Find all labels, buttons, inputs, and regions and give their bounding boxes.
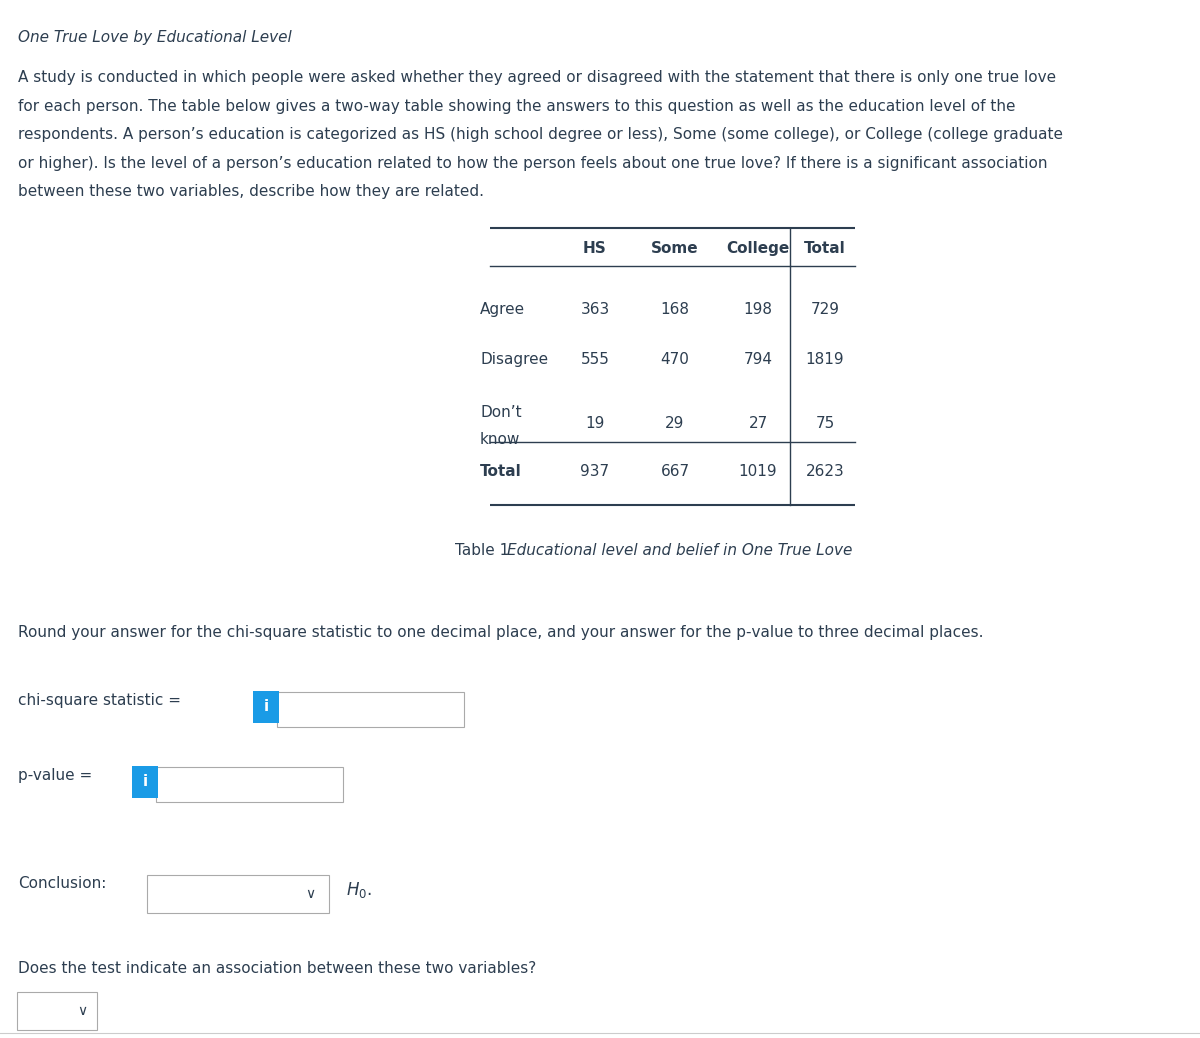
Text: College: College [726, 241, 790, 256]
Text: ∨: ∨ [305, 887, 316, 901]
Text: chi-square statistic =: chi-square statistic = [18, 693, 186, 708]
Text: 198: 198 [744, 302, 773, 317]
Text: Don’t: Don’t [480, 405, 522, 420]
Text: 29: 29 [665, 416, 685, 431]
Text: Disagree: Disagree [480, 352, 548, 367]
Text: 794: 794 [744, 352, 773, 367]
FancyBboxPatch shape [17, 992, 97, 1030]
Text: 937: 937 [581, 464, 610, 479]
Text: 729: 729 [810, 302, 840, 317]
Text: Some: Some [652, 241, 698, 256]
Text: 363: 363 [581, 302, 610, 317]
Text: Total: Total [480, 464, 522, 479]
Text: 168: 168 [660, 302, 690, 317]
Text: i: i [264, 700, 269, 714]
Text: p-value =: p-value = [18, 768, 97, 783]
Text: i: i [143, 774, 148, 790]
FancyBboxPatch shape [148, 875, 329, 913]
Text: ∨: ∨ [77, 1004, 88, 1018]
Text: 667: 667 [660, 464, 690, 479]
Text: respondents. A person’s education is categorized as HS (high school degree or le: respondents. A person’s education is cat… [18, 127, 1063, 142]
Text: 555: 555 [581, 352, 610, 367]
Text: or higher). Is the level of a person’s education related to how the person feels: or higher). Is the level of a person’s e… [18, 156, 1048, 170]
Text: 75: 75 [815, 416, 835, 431]
Text: $H_0$.: $H_0$. [346, 880, 372, 900]
Text: Educational level and belief in One True Love: Educational level and belief in One True… [508, 543, 852, 558]
FancyBboxPatch shape [132, 766, 158, 798]
Text: Round your answer for the chi-square statistic to one decimal place, and your an: Round your answer for the chi-square sta… [18, 625, 984, 640]
Text: 470: 470 [660, 352, 690, 367]
Text: HS: HS [583, 241, 607, 256]
Text: Total: Total [804, 241, 846, 256]
Text: Does the test indicate an association between these two variables?: Does the test indicate an association be… [18, 961, 536, 976]
Text: 1819: 1819 [805, 352, 845, 367]
Text: 1019: 1019 [739, 464, 778, 479]
Text: One True Love by Educational Level: One True Love by Educational Level [18, 30, 292, 45]
Text: 2623: 2623 [805, 464, 845, 479]
FancyBboxPatch shape [277, 692, 464, 727]
Text: between these two variables, describe how they are related.: between these two variables, describe ho… [18, 184, 484, 199]
Text: 19: 19 [586, 416, 605, 431]
FancyBboxPatch shape [253, 691, 278, 723]
Text: A study is conducted in which people were asked whether they agreed or disagreed: A study is conducted in which people wer… [18, 70, 1056, 85]
Text: for each person. The table below gives a two-way table showing the answers to th: for each person. The table below gives a… [18, 99, 1015, 113]
Text: know: know [480, 432, 521, 447]
Text: Agree: Agree [480, 302, 526, 317]
Text: 27: 27 [749, 416, 768, 431]
Text: Conclusion:: Conclusion: [18, 876, 107, 891]
Text: Table 1: Table 1 [455, 543, 514, 558]
FancyBboxPatch shape [156, 767, 343, 802]
